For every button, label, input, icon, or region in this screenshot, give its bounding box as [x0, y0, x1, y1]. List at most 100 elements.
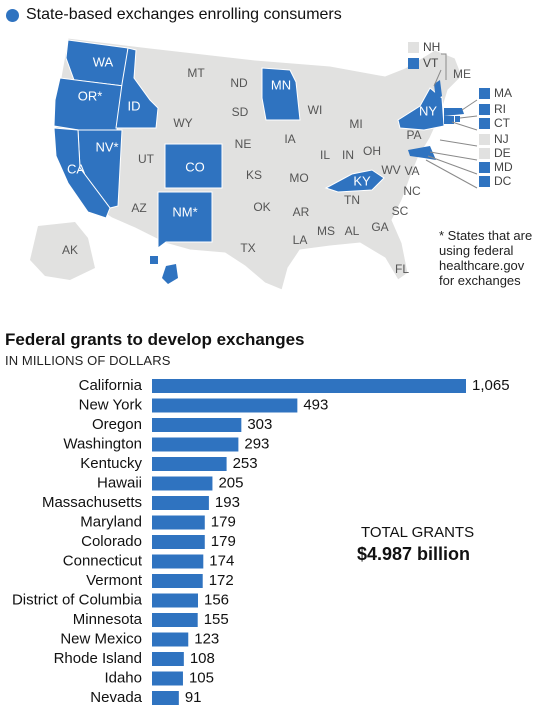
key-label-ct: CT — [494, 116, 511, 130]
legend-swatch — [6, 8, 19, 22]
state-shape-MN — [261, 67, 301, 121]
state-shape-OR — [53, 77, 125, 137]
key-swatch-de — [479, 148, 490, 159]
state-label-co: CO — [185, 159, 205, 174]
state-shape-NM — [157, 191, 213, 249]
bar-value-label: 123 — [194, 630, 219, 647]
state-label-tx: TX — [240, 241, 255, 255]
state-label-ms: MS — [317, 224, 335, 238]
map-legend: State-based exchanges enrolling consumer… — [6, 4, 342, 26]
state-label-la: LA — [293, 233, 308, 247]
bar-value-label: 293 — [244, 435, 269, 452]
legend-label: State-based exchanges enrolling consumer… — [26, 6, 342, 23]
grants-bar-chart: California 1,065 New York 493 Oregon 303 Washi… — [12, 377, 510, 706]
bar-value-label: 91 — [185, 689, 202, 706]
key-label-nj: NJ — [494, 132, 509, 146]
state-label-me: ME — [453, 67, 471, 81]
state-label-oh: OH — [363, 144, 381, 158]
state-label-ky: KY — [353, 173, 371, 188]
key-swatch-md — [479, 162, 490, 173]
state-label-in: IN — [342, 148, 354, 162]
bar-massachusetts — [152, 496, 209, 510]
map-shapes — [30, 37, 478, 291]
state-label-ok: OK — [253, 200, 270, 214]
bar-connecticut — [152, 554, 204, 569]
state-label-tn: TN — [344, 193, 360, 207]
state-label-il: IL — [320, 148, 330, 162]
state-label-ia: IA — [284, 132, 295, 146]
bar-category-label: District of Columbia — [12, 591, 143, 608]
bar-washington — [152, 437, 239, 452]
bar-category-label: Idaho — [104, 669, 142, 686]
state-label-mi: MI — [349, 117, 362, 131]
map-labels: WA OR* ID NV* CA CO NM* MN KY NY HI MT ND SD WY NE UT AZ K… — [62, 54, 471, 284]
key-label-de: DE — [494, 146, 511, 160]
grants-subtitle: IN MILLIONS OF DOLLARS — [5, 353, 171, 368]
bar-value-label: 172 — [209, 572, 234, 589]
state-label-nd: ND — [230, 76, 248, 90]
bar-category-label: Minnesota — [73, 611, 143, 628]
bar-value-label: 205 — [218, 474, 243, 491]
state-label-mo: MO — [289, 171, 308, 185]
state-label-or: OR* — [78, 88, 103, 103]
state-shape-CT — [444, 116, 454, 124]
key-swatch-ma — [479, 88, 490, 99]
bar-category-label: Massachusetts — [42, 494, 142, 511]
bar-value-label: 179 — [211, 513, 236, 530]
bar-california — [152, 379, 466, 393]
state-label-az: AZ — [131, 201, 146, 215]
us-map: WA OR* ID NV* CA CO NM* MN KY NY HI MT ND SD WY NE UT AZ K… — [30, 37, 513, 291]
state-label-ne: NE — [235, 137, 252, 151]
state-label-fl: FL — [395, 262, 409, 276]
key-label-ri: RI — [494, 102, 506, 116]
bar-value-label: 105 — [189, 669, 214, 686]
bar-value-label: 155 — [204, 611, 229, 628]
bar-value-label: 303 — [247, 416, 272, 433]
bar-category-label: California — [79, 377, 143, 394]
state-label-nm: NM* — [172, 204, 197, 219]
state-label-wy: WY — [173, 116, 192, 130]
state-shape-NY — [397, 87, 445, 131]
key-swatch-nh — [408, 42, 419, 53]
bar-new-mexico — [152, 632, 189, 647]
bar-new-york — [152, 398, 298, 413]
bar-vermont — [152, 574, 203, 588]
key-label-vt: VT — [423, 56, 439, 70]
bar-value-label: 253 — [233, 455, 258, 472]
bar-category-label: New York — [79, 396, 143, 413]
key-leaders — [425, 53, 478, 189]
key-label-dc: DC — [494, 174, 512, 188]
bar-value-label: 193 — [215, 494, 240, 511]
bar-category-label: Kentucky — [80, 455, 142, 472]
bar-category-label: Nevada — [90, 689, 142, 706]
state-label-id: ID — [128, 98, 141, 113]
bar-minnesota — [152, 613, 198, 627]
bar-kentucky — [152, 457, 227, 471]
bar-category-label: Hawaii — [97, 474, 142, 491]
state-label-ak: AK — [62, 243, 78, 257]
key-label-nh: NH — [423, 40, 440, 54]
state-label-va: VA — [404, 164, 419, 178]
state-shape-CA — [53, 127, 111, 219]
bar-category-label: Washington — [63, 435, 142, 452]
state-label-pa: PA — [406, 128, 421, 142]
bar-category-label: Rhode Island — [54, 650, 142, 667]
bar-value-label: 493 — [303, 396, 328, 413]
total-grants-value: $4.987 billion — [357, 544, 471, 564]
total-grants-label: TOTAL GRANTS — [361, 524, 475, 541]
state-label-ny: NY — [419, 103, 437, 118]
bar-idaho — [152, 671, 183, 686]
bar-category-label: Oregon — [92, 416, 142, 433]
bar-category-label: Maryland — [80, 513, 142, 530]
state-shape-MA — [444, 108, 464, 116]
state-label-wv: WV — [381, 163, 400, 177]
state-label-wi: WI — [308, 103, 323, 117]
bar-category-label: Connecticut — [63, 552, 143, 569]
key-label-md: MD — [494, 160, 513, 174]
bar-oregon — [152, 418, 242, 432]
state-label-ar: AR — [293, 205, 310, 219]
state-label-hi: HI — [141, 269, 154, 284]
state-label-sc: SC — [392, 204, 409, 218]
state-label-mn: MN — [271, 77, 291, 92]
